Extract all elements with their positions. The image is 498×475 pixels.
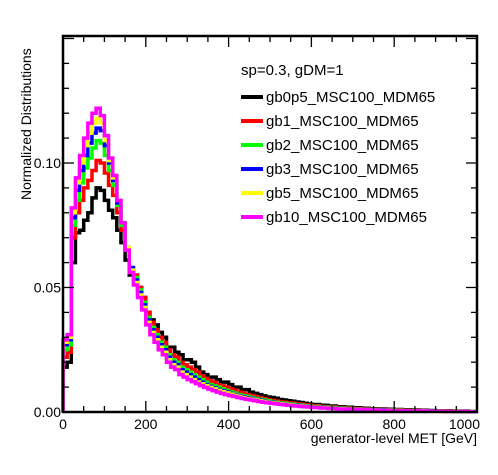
y-tick-label: 0.05 bbox=[34, 279, 61, 295]
legend-label: gb5_MSC100_MDM65 bbox=[266, 185, 419, 202]
y-tick-label: 0.10 bbox=[34, 155, 61, 171]
x-tick-label: 1000 bbox=[449, 416, 480, 432]
tick-labels-layer: 0 200 400 600 800 1000 0.00 0.05 0.10 bbox=[34, 155, 480, 432]
legend: sp=0.3, gDM=1 gb0p5_MSC100_MDM65 gb1_MSC1… bbox=[241, 62, 435, 226]
x-tick-label: 600 bbox=[300, 416, 324, 432]
legend-label: gb3_MSC100_MDM65 bbox=[266, 161, 419, 178]
x-axis-title: generator-level MET [GeV] bbox=[311, 430, 477, 446]
x-tick-label: 400 bbox=[217, 416, 241, 432]
x-tick-label: 0 bbox=[59, 416, 67, 432]
series-line-gb10_MSC100_MDM65 bbox=[61, 106, 477, 414]
ticks-layer bbox=[62, 36, 478, 413]
legend-label: gb0p5_MSC100_MDM65 bbox=[266, 89, 435, 106]
x-tick-label: 800 bbox=[383, 416, 407, 432]
legend-label: gb1_MSC100_MDM65 bbox=[266, 113, 419, 130]
x-tick-label: 200 bbox=[134, 416, 158, 432]
y-axis-title: Normalized Distributions bbox=[18, 48, 34, 200]
legend-label: gb2_MSC100_MDM65 bbox=[266, 137, 419, 154]
legend-entries: gb0p5_MSC100_MDM65 gb1_MSC100_MDM65 gb2_MS… bbox=[241, 89, 435, 226]
legend-label: gb10_MSC100_MDM65 bbox=[266, 209, 427, 226]
series-layer bbox=[61, 106, 477, 414]
y-tick-label: 0.00 bbox=[34, 404, 61, 420]
legend-header: sp=0.3, gDM=1 bbox=[241, 62, 344, 79]
